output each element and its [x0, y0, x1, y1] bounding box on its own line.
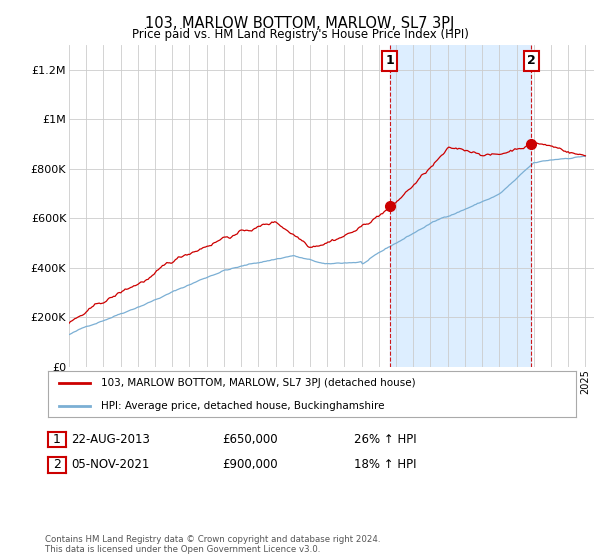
Text: 2: 2: [53, 458, 61, 472]
Text: 18% ↑ HPI: 18% ↑ HPI: [354, 458, 416, 472]
Bar: [390, 45, 531, 367]
Text: HPI: Average price, detached house, Buckinghamshire: HPI: Average price, detached house, Buck…: [101, 401, 385, 410]
Text: 1: 1: [53, 433, 61, 446]
Text: 2: 2: [527, 54, 535, 67]
Text: Price paid vs. HM Land Registry's House Price Index (HPI): Price paid vs. HM Land Registry's House …: [131, 28, 469, 41]
Text: Contains HM Land Registry data © Crown copyright and database right 2024.
This d: Contains HM Land Registry data © Crown c…: [45, 535, 380, 554]
Text: £650,000: £650,000: [222, 433, 278, 446]
Text: 05-NOV-2021: 05-NOV-2021: [71, 458, 149, 472]
Text: 103, MARLOW BOTTOM, MARLOW, SL7 3PJ (detached house): 103, MARLOW BOTTOM, MARLOW, SL7 3PJ (det…: [101, 378, 415, 388]
Text: 103, MARLOW BOTTOM, MARLOW, SL7 3PJ: 103, MARLOW BOTTOM, MARLOW, SL7 3PJ: [145, 16, 455, 31]
Text: 1: 1: [385, 54, 394, 67]
Text: 22-AUG-2013: 22-AUG-2013: [71, 433, 149, 446]
Text: £900,000: £900,000: [222, 458, 278, 472]
Text: 26% ↑ HPI: 26% ↑ HPI: [354, 433, 416, 446]
